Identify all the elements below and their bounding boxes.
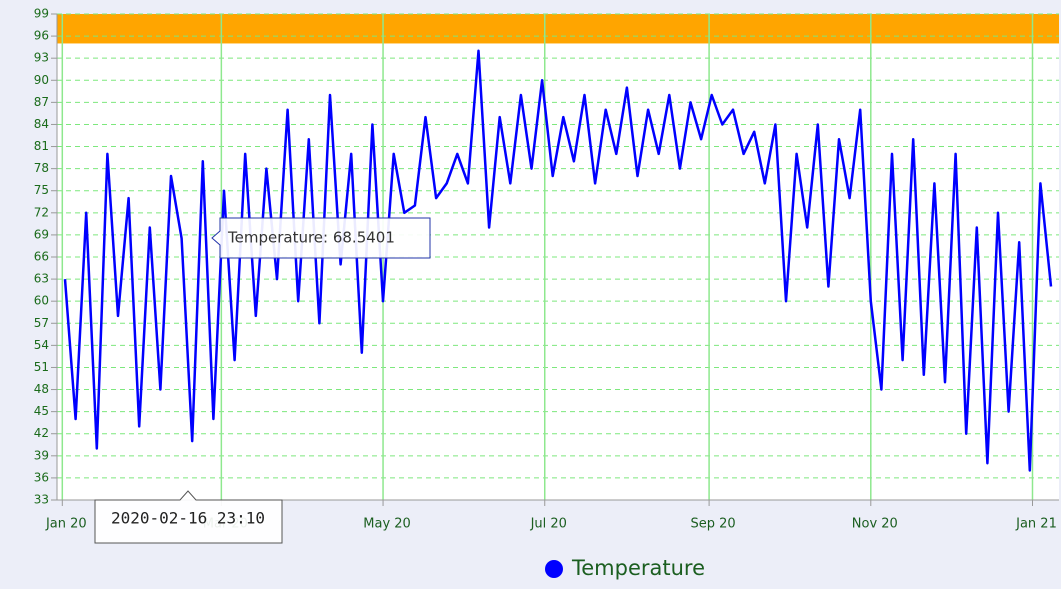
y-tick-label: 36 xyxy=(34,470,49,484)
y-tick-label: 99 xyxy=(34,7,49,21)
y-tick-label: 48 xyxy=(34,382,49,396)
y-tick-label: 84 xyxy=(34,117,49,131)
value-tooltip: Temperature: 68.5401 xyxy=(227,229,395,247)
time-tooltip: 2020-02-16 23:10 xyxy=(111,509,265,528)
y-tick-label: 66 xyxy=(34,250,49,264)
value-tooltip-box xyxy=(211,217,431,259)
y-tick-label: 81 xyxy=(34,139,49,153)
data xyxy=(63,49,1053,472)
y-tick-label: 72 xyxy=(34,205,49,219)
y-tick-label: 51 xyxy=(34,360,49,374)
y-tick-label: 90 xyxy=(34,73,49,87)
y-tick-label: 39 xyxy=(34,448,49,462)
legend-marker xyxy=(545,560,563,578)
y-tick-label: 69 xyxy=(34,227,49,241)
y-tick-label: 63 xyxy=(34,272,49,286)
x-tick-label: Jul 20 xyxy=(530,517,567,532)
y-tick-label: 78 xyxy=(34,161,49,175)
y-tick-label: 75 xyxy=(34,183,49,197)
y-tick-label: 42 xyxy=(34,426,49,440)
y-tick-label: 60 xyxy=(34,294,49,308)
time-tooltip-box xyxy=(94,490,283,544)
x-tick-label: May 20 xyxy=(363,517,411,532)
y-tick-label: 54 xyxy=(34,338,49,352)
y-tick-label: 87 xyxy=(34,95,49,109)
y-tick-label: 33 xyxy=(34,493,49,507)
tooltips: Temperature: 68.5401 2020-02-16 23:10 xyxy=(94,217,431,544)
legend-label: Temperature xyxy=(571,556,705,580)
data-line xyxy=(63,49,1053,472)
legend: Temperature xyxy=(545,556,705,580)
y-tick-label: 93 xyxy=(34,51,49,65)
threshold-band xyxy=(57,14,1059,44)
grid: 33 36 39 42 45 48 51 54 57 60 63 66 69 72 75 78 81 84 87 90… xyxy=(34,7,1059,532)
x-tick-label: Jan 20 xyxy=(45,517,87,532)
y-tick-label: 57 xyxy=(34,316,49,330)
x-tick-label: Sep 20 xyxy=(691,517,736,532)
x-tick-label: Nov 20 xyxy=(852,517,898,532)
y-tick-label: 96 xyxy=(34,29,49,43)
y-tick-label: 45 xyxy=(34,404,49,418)
x-tick-label: Jan 21 xyxy=(1015,517,1057,532)
